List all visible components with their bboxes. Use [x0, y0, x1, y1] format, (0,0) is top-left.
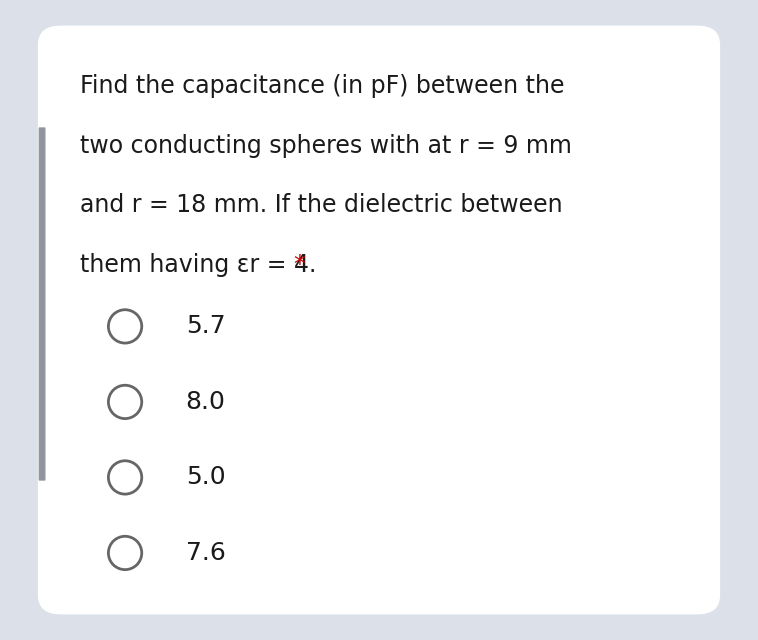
FancyBboxPatch shape — [38, 26, 720, 614]
FancyBboxPatch shape — [39, 127, 45, 481]
Text: and r = 18 mm. If the dielectric between: and r = 18 mm. If the dielectric between — [80, 193, 562, 218]
Text: *: * — [293, 253, 305, 277]
Text: 8.0: 8.0 — [186, 390, 226, 414]
Text: them having εr = 4.: them having εr = 4. — [80, 253, 324, 277]
Text: two conducting spheres with at r = 9 mm: two conducting spheres with at r = 9 mm — [80, 134, 572, 158]
Text: Find the capacitance (in pF) between the: Find the capacitance (in pF) between the — [80, 74, 564, 99]
Text: 5.0: 5.0 — [186, 465, 225, 490]
Text: 7.6: 7.6 — [186, 541, 226, 565]
Text: 5.7: 5.7 — [186, 314, 225, 339]
